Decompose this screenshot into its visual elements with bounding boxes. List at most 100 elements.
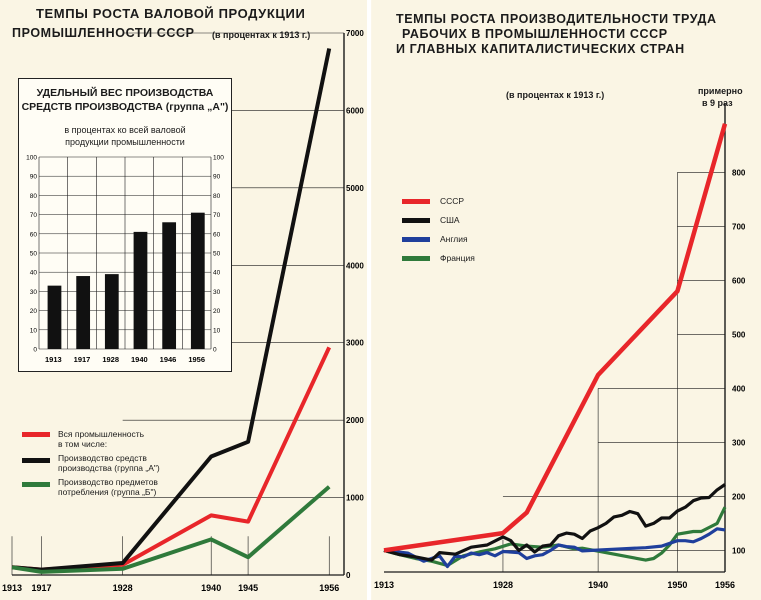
left-xtick-label: 1945: [238, 583, 258, 593]
legend-swatch-all: [22, 432, 50, 437]
right-title-line2: РАБОЧИХ В ПРОМЫШЛЕННОСТИ СССР: [402, 27, 668, 41]
legend-label-group-b-2: потребления (группа „Б"): [58, 487, 157, 497]
left-title-line1: ТЕМПЫ РОСТА ВАЛОВОЙ ПРОДУКЦИИ: [36, 6, 306, 21]
inset-ytick-left: 60: [30, 231, 38, 238]
inset-xtick-label: 1913: [45, 355, 62, 364]
left-unit-label: (в процентах к 1913 г.): [212, 30, 311, 40]
inset-ytick-right: 30: [213, 289, 221, 296]
inset-subtitle-line2: продукции промышленности: [65, 137, 185, 147]
legend-swatch-group-b: [22, 482, 50, 487]
right-ytick-label: 200: [732, 492, 746, 501]
right-ytick-label: 700: [732, 222, 746, 231]
left-ytick-label: 5000: [346, 184, 364, 193]
inset-ytick-left: 80: [30, 193, 38, 200]
left-ytick-label: 4000: [346, 261, 364, 270]
inset-bar-1946: [162, 222, 177, 349]
right-series-line-1: [383, 483, 726, 562]
right-ytick-label: 400: [732, 384, 746, 393]
legend-label-group-b-1: Производство предметов: [58, 477, 158, 487]
left-xtick-label: 1940: [201, 583, 221, 593]
inset-ytick-left: 20: [30, 308, 38, 315]
inset-xtick-label: 1946: [160, 355, 177, 364]
right-title-line3: И ГЛАВНЫХ КАПИТАЛИСТИЧЕСКИХ СТРАН: [396, 42, 685, 56]
legend-label-group-a-2: производства (группа „А"): [58, 463, 160, 473]
right-series-line-2: [383, 527, 726, 569]
inset-ytick-right: 100: [213, 155, 224, 162]
left-ytick-label: 1000: [346, 494, 364, 503]
inset-bar-1940: [133, 231, 148, 349]
inset-bar-1913: [47, 285, 62, 349]
right-xtick-label: 1913: [374, 580, 394, 590]
inset-ytick-right: 70: [213, 212, 221, 219]
right-unit-label: (в процентах к 1913 г.): [506, 90, 605, 100]
legend-label-england: Англия: [440, 234, 468, 244]
legend-swatch-group-a: [22, 458, 50, 463]
right-ytick-label: 600: [732, 276, 746, 285]
right-line-chart: 100 200 300 400 500 600 700 800 1913 1928 1940 1950…: [374, 103, 746, 590]
legend-swatch-usa: [402, 218, 430, 223]
annotation-line1: примерно: [698, 86, 743, 96]
left-title-line2: ПРОМЫШЛЕННОСТИ СССР: [12, 26, 195, 40]
inset-subtitle-line1: в процентах ко всей валовой: [64, 125, 186, 135]
legend-swatch-france: [402, 256, 430, 261]
left-ytick-label: 0: [346, 571, 351, 580]
legend-label-all-sub: в том числе:: [58, 439, 108, 449]
inset-ytick-right: 40: [213, 270, 221, 277]
inset-ytick-right: 0: [213, 347, 217, 354]
inset-ytick-right: 50: [213, 251, 221, 258]
legend-label-france: Франция: [440, 253, 475, 263]
inset-xtick-label: 1940: [131, 355, 148, 364]
left-xtick-label: 1928: [113, 583, 133, 593]
legend-swatch-ussr: [402, 199, 430, 204]
left-chart-panel: ТЕМПЫ РОСТА ВАЛОВОЙ ПРОДУКЦИИ ПРОМЫШЛЕНН…: [0, 0, 371, 600]
inset-ytick-right: 10: [213, 327, 221, 334]
left-xtick-label: 1956: [319, 583, 339, 593]
left-ytick-label: 7000: [346, 29, 364, 38]
legend-label-all: Вся промышленность: [58, 429, 145, 439]
inset-bar-1928: [104, 274, 119, 349]
inset-ytick-left: 40: [30, 270, 38, 277]
inset-ytick-left: 30: [30, 289, 38, 296]
inset-ytick-right: 20: [213, 308, 221, 315]
inset-xtick-label: 1928: [102, 355, 119, 364]
inset-bar-1917: [76, 276, 91, 349]
left-ytick-label: 6000: [346, 106, 364, 115]
inset-bar-chart: 0 0 10 10 20 20 30 30 40 40 50 50 60 60 70 70 80 80 90 90 10…: [26, 155, 224, 365]
legend-label-group-a-1: Производство средств: [58, 453, 147, 463]
inset-ytick-left: 100: [26, 155, 37, 162]
inset-ytick-left: 90: [30, 174, 38, 181]
right-title-line1: ТЕМПЫ РОСТА ПРОИЗВОДИТЕЛЬНОСТИ ТРУДА: [396, 12, 717, 26]
inset-ytick-right: 80: [213, 193, 221, 200]
legend-swatch-england: [402, 237, 430, 242]
right-chart-panel: ТЕМПЫ РОСТА ПРОИЗВОДИТЕЛЬНОСТИ ТРУДА РАБ…: [372, 0, 761, 600]
left-series-line-2: [11, 485, 331, 574]
inset-ytick-left: 0: [33, 347, 37, 354]
inset-ytick-right: 90: [213, 174, 221, 181]
inset-xtick-label: 1917: [74, 355, 91, 364]
right-xtick-label: 1950: [667, 580, 687, 590]
right-xtick-label: 1956: [715, 580, 735, 590]
annotation-line2: в 9 раз: [702, 98, 733, 108]
inset-ytick-left: 70: [30, 212, 38, 219]
left-xtick-label: 1917: [31, 583, 51, 593]
inset-ytick-left: 10: [30, 327, 38, 334]
inset-xtick-label: 1956: [188, 355, 205, 364]
legend-label-usa: США: [440, 215, 460, 225]
right-xtick-label: 1928: [493, 580, 513, 590]
inset-title-line1: УДЕЛЬНЫЙ ВЕС ПРОИЗВОДСТВА: [36, 87, 214, 99]
inset-bar-1956: [190, 212, 205, 349]
left-ytick-label: 3000: [346, 339, 364, 348]
left-ytick-label: 2000: [346, 416, 364, 425]
left-xtick-label: 1913: [2, 583, 22, 593]
right-xtick-label: 1940: [588, 580, 608, 590]
right-series-line-0: [383, 123, 728, 553]
inset-title-line2: СРЕДСТВ ПРОИЗВОДСТВА (группа „А"): [21, 101, 229, 113]
right-ytick-label: 300: [732, 438, 746, 447]
inset-ytick-right: 60: [213, 231, 221, 238]
inset-bar-chart-box: УДЕЛЬНЫЙ ВЕС ПРОИЗВОДСТВА СРЕДСТВ ПРОИЗВ…: [18, 78, 232, 372]
right-ytick-label: 800: [732, 168, 746, 177]
legend-label-ussr: СССР: [440, 196, 465, 206]
right-ytick-label: 500: [732, 330, 746, 339]
inset-ytick-left: 50: [30, 251, 38, 258]
